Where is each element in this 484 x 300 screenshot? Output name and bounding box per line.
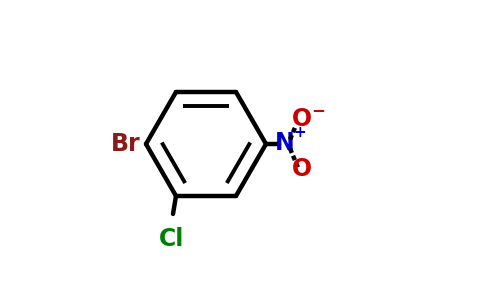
Text: O: O xyxy=(292,107,312,131)
Text: O: O xyxy=(292,157,312,181)
Text: N: N xyxy=(275,131,294,155)
Text: +: + xyxy=(294,125,306,140)
Text: Br: Br xyxy=(111,132,140,156)
Text: Cl: Cl xyxy=(159,227,184,251)
Text: −: − xyxy=(312,101,325,119)
